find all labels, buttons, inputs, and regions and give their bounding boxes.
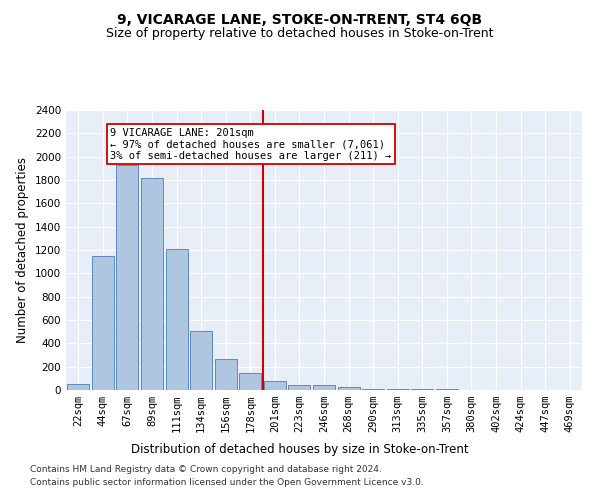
Bar (67, 384, 89, 390)
Text: Distribution of detached houses by size in Stoke-on-Trent: Distribution of detached houses by size … (131, 442, 469, 456)
Bar (289, 385, 310, 390)
Bar (141, 178, 163, 390)
Bar (166, 249, 188, 390)
Text: 9 VICARAGE LANE: 201sqm
← 97% of detached houses are smaller (7,061)
3% of semi-: 9 VICARAGE LANE: 201sqm ← 97% of detache… (110, 128, 391, 160)
Y-axis label: Number of detached properties: Number of detached properties (16, 157, 29, 343)
Bar (239, 372, 262, 390)
Bar (362, 389, 384, 390)
Bar (338, 387, 359, 390)
Bar (116, 165, 139, 390)
Bar (190, 330, 212, 390)
Bar (313, 386, 335, 390)
Text: Size of property relative to detached houses in Stoke-on-Trent: Size of property relative to detached ho… (106, 28, 494, 40)
Text: Contains HM Land Registry data © Crown copyright and database right 2024.: Contains HM Land Registry data © Crown c… (30, 466, 382, 474)
Bar (92, 256, 114, 390)
Text: 9, VICARAGE LANE, STOKE-ON-TRENT, ST4 6QB: 9, VICARAGE LANE, STOKE-ON-TRENT, ST4 6Q… (118, 12, 482, 26)
Bar (386, 389, 409, 390)
Bar (264, 380, 286, 390)
Text: Contains public sector information licensed under the Open Government Licence v3: Contains public sector information licen… (30, 478, 424, 487)
Bar (215, 359, 237, 390)
